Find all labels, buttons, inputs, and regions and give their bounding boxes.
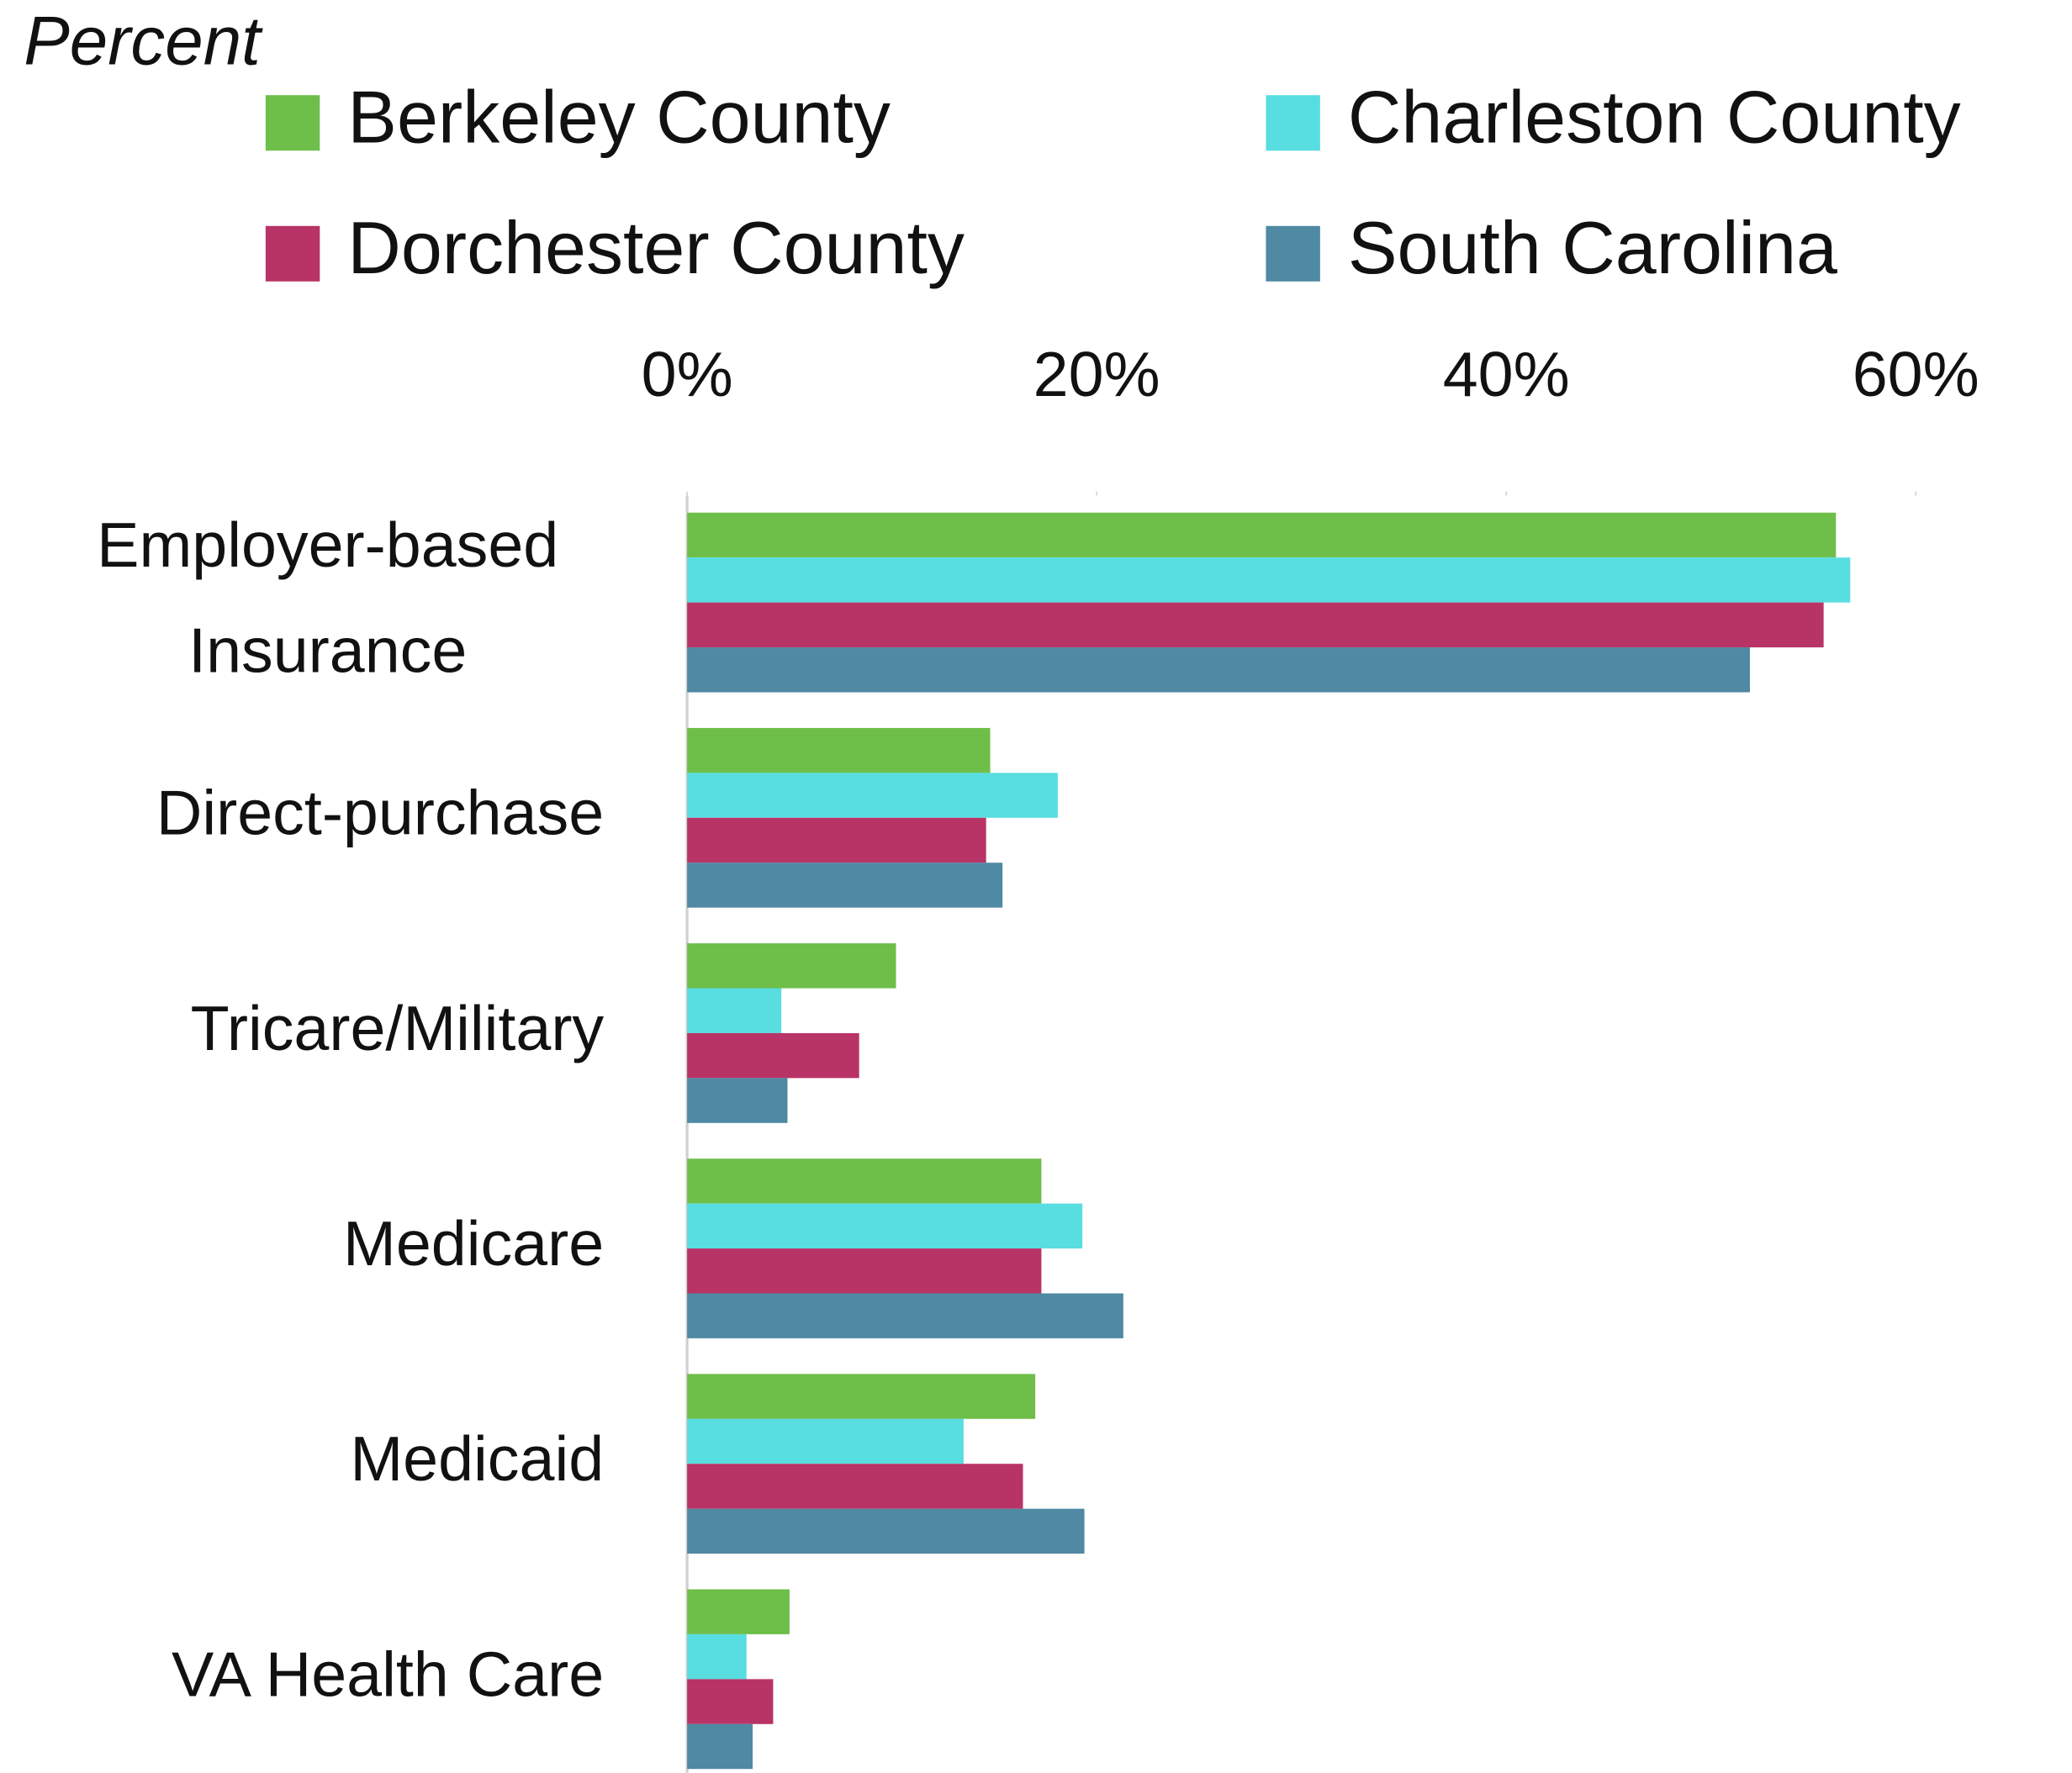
legend-label: Berkeley County [347, 75, 891, 158]
legend-swatch [1266, 95, 1320, 151]
bar [687, 557, 1851, 603]
bar [687, 773, 1058, 818]
legend-label: Dorchester County [347, 206, 965, 289]
bar [687, 988, 782, 1033]
chart-subtitle: Percent [24, 3, 263, 80]
bar [687, 1032, 859, 1079]
bar [687, 602, 1824, 648]
bar [687, 1293, 1123, 1338]
x-tick-label: 20% [1033, 339, 1160, 409]
y-tick-label: VA Health Care [172, 1638, 604, 1709]
bar [687, 647, 1750, 693]
y-tick-label: Employer-based Insurance [97, 509, 558, 686]
bar [687, 1158, 1042, 1204]
bar [687, 512, 1837, 558]
y-tick-label: Medicaid [350, 1423, 604, 1494]
bar [687, 1589, 790, 1634]
bar [687, 1464, 1023, 1509]
bar [687, 1723, 753, 1770]
x-tick-label: 60% [1853, 339, 1980, 409]
legend-swatch [265, 95, 320, 151]
bar [687, 1418, 964, 1464]
bar [687, 1679, 774, 1724]
bar [687, 1633, 747, 1680]
bar [687, 1203, 1083, 1249]
bar [687, 1248, 1042, 1294]
y-tick-label: Tricare/Military [191, 993, 605, 1063]
bar [687, 1508, 1085, 1554]
y-tick-label: Medicare [343, 1208, 604, 1279]
bar [687, 1078, 788, 1123]
legend-swatch [265, 225, 320, 282]
y-tick-label: Direct-purchase [156, 778, 604, 848]
bar [687, 943, 896, 989]
bar [687, 727, 991, 773]
legend-label: South Carolina [1348, 206, 1837, 289]
bar [687, 817, 986, 863]
bar [687, 1374, 1036, 1419]
x-tick-label: 40% [1443, 339, 1570, 409]
legend-label: Charleston County [1348, 75, 1961, 158]
bar [687, 863, 1003, 908]
x-tick-label: 0% [642, 339, 733, 409]
legend-swatch [1266, 225, 1320, 282]
